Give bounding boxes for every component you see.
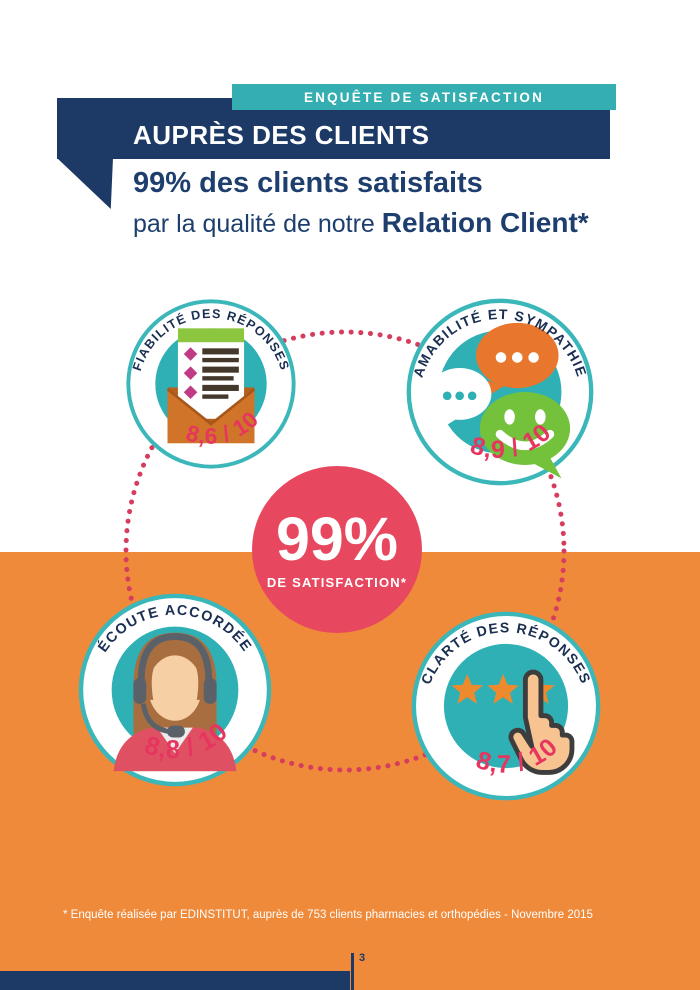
badge-clarte: CLARTÉ DES RÉPONSES 8,7 / 10: [409, 609, 603, 803]
headline-line1: 99% des clients satisfaits: [133, 167, 483, 199]
center-satisfaction-circle: 99% DE SATISFACTION*: [252, 466, 422, 633]
badge-fiabilite: FIABILITÉ DES RÉPONSES 8,6 / 10: [124, 297, 298, 471]
bottom-navy-bar: [0, 971, 350, 990]
center-caption: DE SATISFACTION*: [266, 575, 408, 590]
stars-click-hand-icon: [451, 669, 575, 775]
headline-line2-bold: Relation Client*: [381, 207, 589, 238]
badge-ecoute: ÉCOUTE ACCORDÉE 8,8 / 10: [76, 591, 274, 789]
page-number-tick: [351, 953, 354, 990]
banner-title: AUPRÈS DES CLIENTS: [133, 120, 430, 150]
footer-note: * Enquête réalisée par EDINSTITUT, auprè…: [63, 909, 593, 921]
chat-bubbles-smiley-icon: [428, 322, 571, 479]
center-value: 99%: [275, 505, 399, 573]
banner-tag: ENQUÊTE DE SATISFACTION: [303, 89, 545, 105]
teal-banner: ENQUÊTE DE SATISFACTION: [232, 84, 616, 110]
call-center-agent-icon: [113, 632, 237, 772]
headline-line2-regular: par la qualité de notre: [133, 210, 375, 238]
headline-block: 99% des clients satisfaits par la qualit…: [133, 167, 589, 239]
mail-checklist-icon: [166, 328, 256, 444]
page-number: 3: [359, 952, 366, 964]
badge-amabilite: AMABILITÉ ET SYMPATHIE 8,9 / 10: [404, 296, 596, 488]
headline-line2: par la qualité de notre Relation Client*: [133, 207, 589, 239]
